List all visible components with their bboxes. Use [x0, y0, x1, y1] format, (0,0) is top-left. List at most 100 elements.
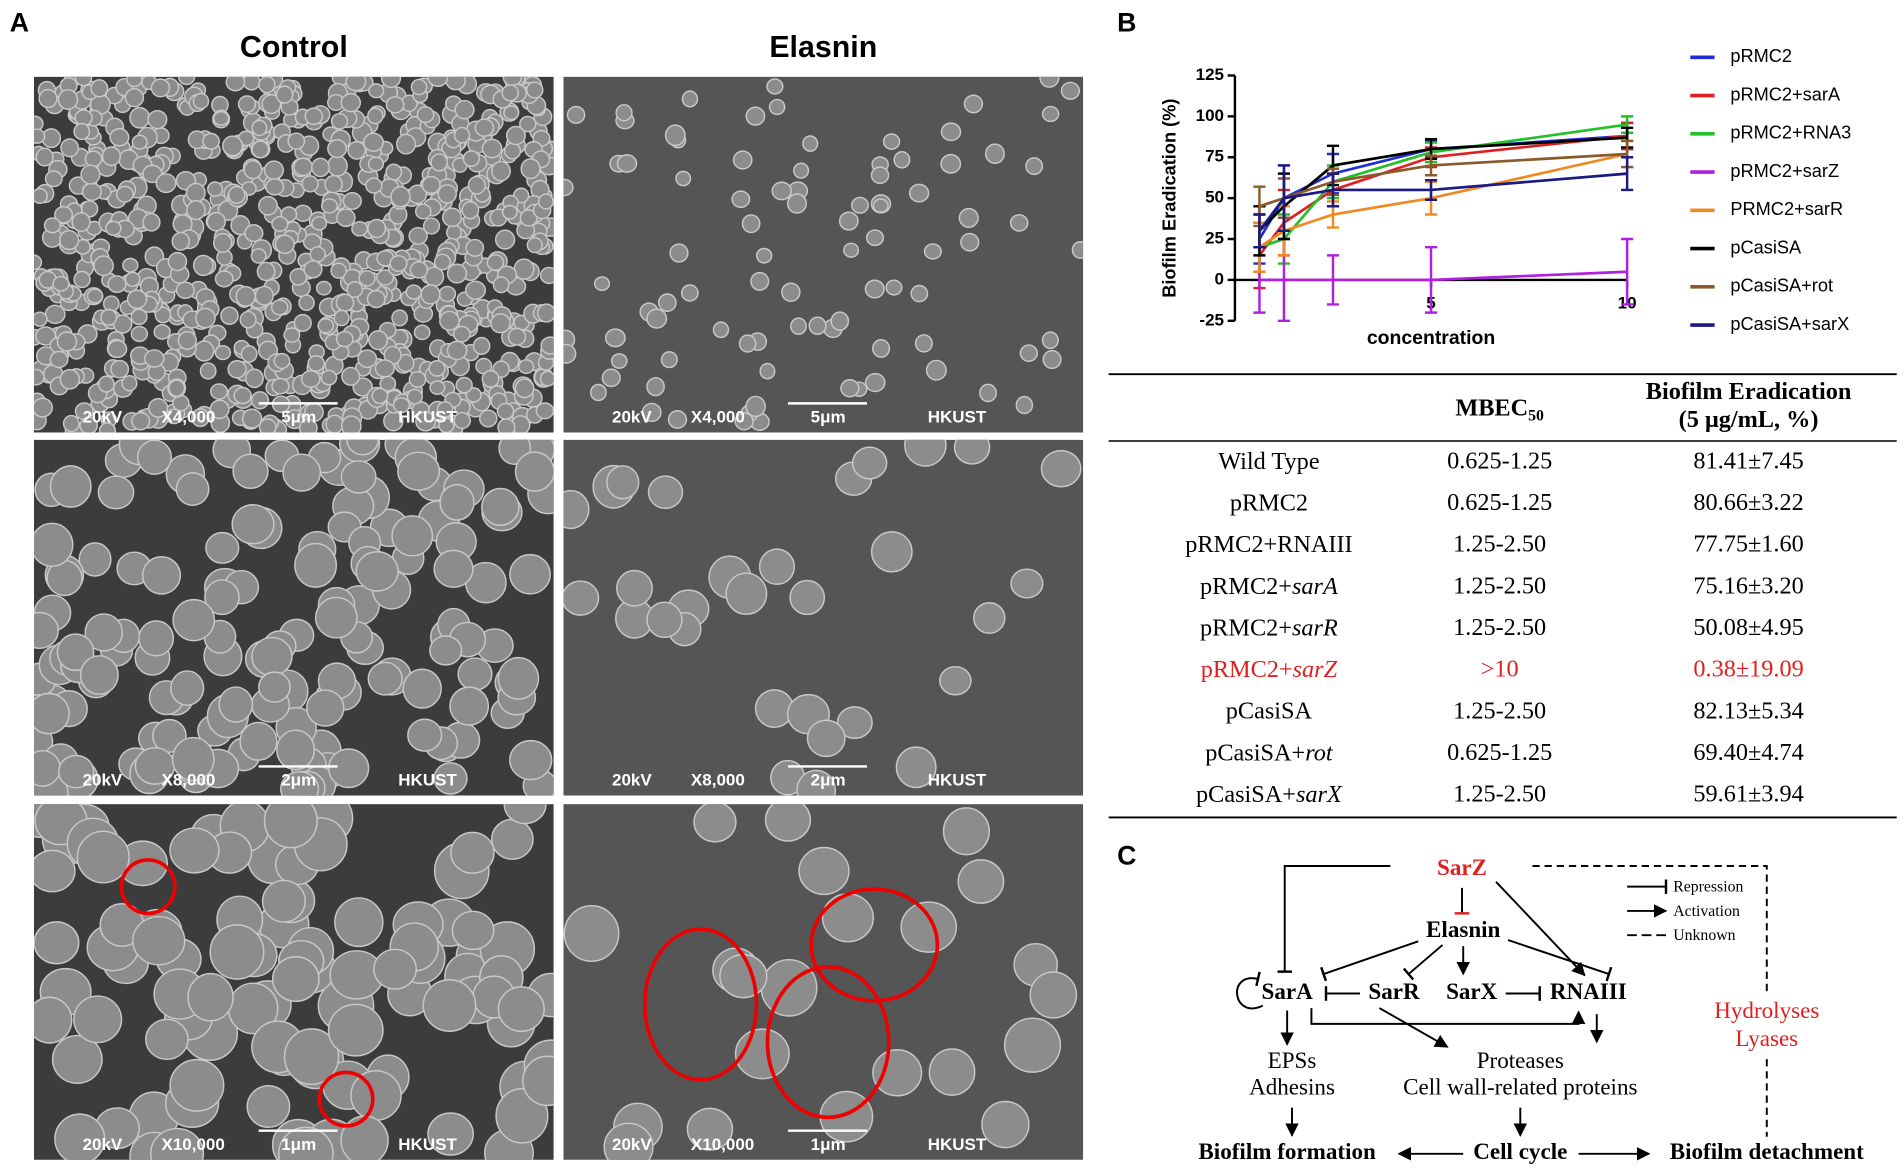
cell — [768, 98, 786, 116]
cell — [56, 331, 78, 352]
cell — [206, 211, 226, 232]
series-line — [1259, 270, 1628, 282]
cell — [865, 229, 885, 247]
cell — [957, 859, 1005, 904]
cell — [214, 270, 234, 288]
cell — [341, 366, 361, 386]
sem-lab: HKUST — [928, 770, 987, 789]
diagram: SarZ Elasnin SarA SarR SarX RNAIII EPSs … — [1198, 854, 1864, 1164]
node: Hydrolyses — [1714, 997, 1819, 1023]
cell — [467, 175, 486, 195]
cell — [461, 200, 480, 220]
legend-label: pRMC2 — [1730, 46, 1792, 66]
texture — [34, 439, 554, 796]
cell — [263, 160, 284, 181]
cell — [836, 706, 873, 739]
cell — [433, 549, 474, 589]
cell — [294, 542, 338, 588]
cell — [71, 212, 91, 233]
cell — [280, 771, 320, 796]
cell — [315, 280, 332, 296]
cell-mbec: 0.625-1.25 — [1447, 447, 1552, 474]
cell — [391, 515, 434, 557]
cell — [760, 958, 818, 1017]
cell — [481, 369, 500, 388]
cell — [492, 276, 510, 294]
cell — [205, 531, 240, 564]
cell — [34, 311, 48, 327]
y-tick-label: -25 — [1199, 310, 1224, 329]
cell — [465, 238, 485, 257]
edge — [1378, 1007, 1449, 1048]
error-bar — [1277, 164, 1291, 233]
sem-magnification: X10,000 — [691, 1135, 754, 1154]
cell — [350, 1070, 402, 1121]
cell — [505, 125, 526, 146]
cell — [175, 472, 210, 506]
cell — [241, 408, 263, 429]
cell — [984, 143, 1005, 165]
cell — [304, 107, 324, 126]
cell — [222, 135, 244, 157]
cell — [669, 243, 689, 263]
cell — [864, 372, 886, 393]
cell — [149, 1127, 205, 1160]
cell — [725, 572, 768, 616]
cell — [251, 140, 270, 159]
cell — [646, 601, 683, 639]
cell — [321, 198, 339, 214]
node: Proteases — [1477, 1047, 1564, 1073]
panel-label: A — [10, 8, 29, 38]
cell — [58, 754, 95, 789]
edge — [1532, 865, 1768, 1137]
cell — [439, 483, 475, 521]
cell — [518, 359, 535, 375]
cell — [789, 579, 826, 616]
cell — [336, 208, 356, 228]
cell — [271, 377, 290, 395]
cell — [129, 106, 151, 129]
cell — [408, 226, 428, 245]
cell — [507, 327, 527, 346]
cell — [539, 266, 554, 285]
cell — [213, 110, 230, 126]
legend-label: Repression — [1673, 878, 1743, 895]
cell — [86, 288, 104, 304]
cell — [790, 317, 807, 335]
y-axis-label: Biofilm Eradication (%) — [1159, 99, 1179, 298]
sem-image: 20kV X4,000 5μm HKUST — [563, 76, 1084, 433]
header-sub: 50 — [1528, 407, 1544, 424]
cell — [340, 1115, 389, 1160]
cell — [755, 247, 773, 264]
cell — [681, 90, 699, 108]
cell — [34, 849, 76, 893]
cell — [34, 749, 61, 787]
cell — [478, 409, 498, 428]
cell — [437, 184, 457, 204]
cell — [105, 220, 122, 236]
cell — [314, 596, 358, 639]
cell — [973, 601, 1006, 634]
cell — [939, 665, 972, 696]
cell-be: 77.75±1.60 — [1693, 531, 1803, 558]
cell — [457, 657, 493, 691]
cell — [904, 439, 947, 467]
cell — [446, 340, 468, 361]
cell — [870, 166, 890, 185]
cell — [872, 339, 891, 358]
cell — [446, 263, 468, 284]
cell — [407, 718, 443, 752]
cell — [940, 122, 962, 142]
cell — [340, 93, 362, 113]
cell — [170, 670, 205, 706]
cell — [793, 162, 810, 179]
cell — [445, 76, 466, 91]
cell — [449, 686, 490, 726]
legend-label: pRMC2+sarZ — [1730, 161, 1839, 181]
cell — [604, 328, 626, 348]
cell — [367, 218, 387, 239]
cell — [355, 551, 399, 592]
cell — [325, 414, 344, 433]
edge — [1310, 1008, 1586, 1025]
